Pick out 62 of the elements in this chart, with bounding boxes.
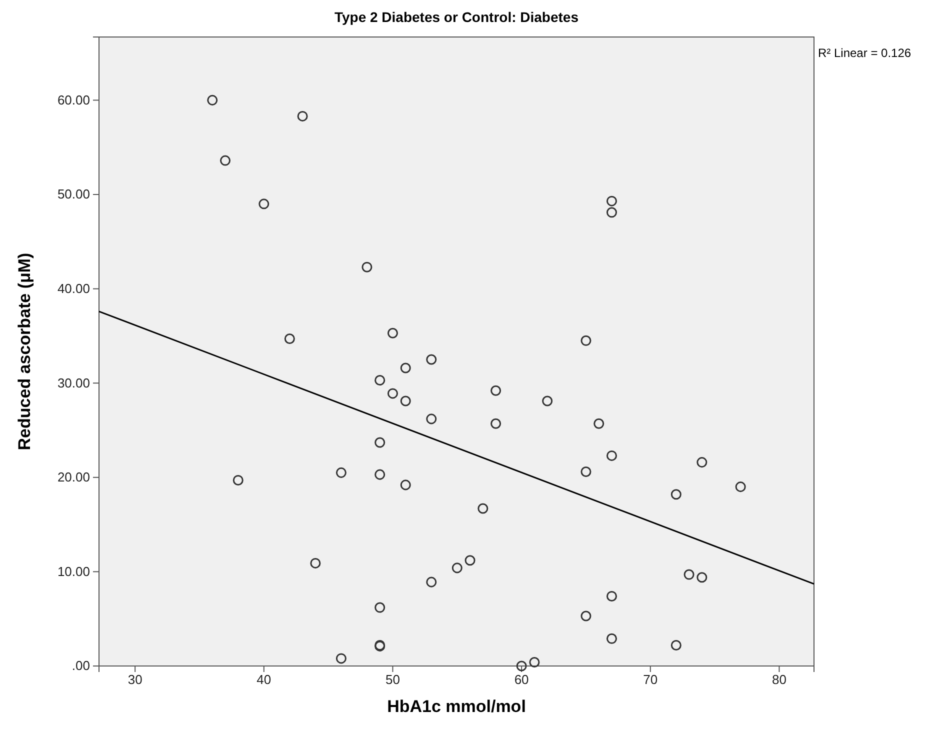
point xyxy=(387,388,398,399)
point xyxy=(735,482,746,492)
point xyxy=(258,198,270,210)
point xyxy=(490,385,502,396)
point xyxy=(580,610,592,622)
point xyxy=(478,503,488,514)
x-tick-label: 70 xyxy=(643,672,658,688)
point xyxy=(542,396,553,406)
x-tick-label: 80 xyxy=(772,672,786,688)
point xyxy=(232,474,244,486)
point xyxy=(696,457,708,468)
point xyxy=(400,480,411,490)
y-tick-label: 60.00 xyxy=(57,92,90,108)
x-tick-label: 50 xyxy=(385,672,400,688)
point xyxy=(336,467,346,478)
x-tick-label: 40 xyxy=(256,672,272,688)
point xyxy=(374,437,386,448)
point xyxy=(220,155,231,166)
y-axis-title: Reduced ascorbate (μM) xyxy=(15,252,34,450)
point xyxy=(400,362,411,374)
point xyxy=(606,196,618,206)
point xyxy=(374,602,386,613)
point xyxy=(606,207,618,218)
point xyxy=(400,396,411,406)
point xyxy=(207,94,218,106)
point xyxy=(426,576,437,588)
point xyxy=(284,334,295,344)
point xyxy=(490,418,502,429)
point xyxy=(529,656,540,668)
point xyxy=(452,562,462,574)
point xyxy=(426,354,437,365)
point xyxy=(684,569,694,580)
y-tick-label: 30.00 xyxy=(57,375,90,390)
point xyxy=(606,633,618,644)
point xyxy=(670,640,682,651)
text: R² Linear = 0.126 xyxy=(818,46,912,60)
point xyxy=(580,466,592,477)
point xyxy=(606,590,618,602)
point xyxy=(336,653,346,664)
point xyxy=(387,328,398,338)
y-tick-label: 10.00 xyxy=(57,564,90,579)
x-tick-label: 30 xyxy=(128,672,142,688)
point xyxy=(374,469,386,480)
point xyxy=(606,450,618,461)
point xyxy=(516,660,527,672)
point xyxy=(594,418,604,429)
point xyxy=(464,555,476,566)
x-tick-label: 60 xyxy=(514,672,529,688)
point xyxy=(696,572,708,583)
point xyxy=(580,335,592,346)
point xyxy=(426,414,437,424)
point xyxy=(670,489,682,500)
chart-title: Type 2 Diabetes or Control: Diabetes xyxy=(334,9,579,25)
x-axis-title: HbA1c mmol/mol xyxy=(387,697,526,716)
y-tick-label: 40.00 xyxy=(57,280,90,296)
point xyxy=(362,262,372,272)
y-tick-label: 20.00 xyxy=(57,470,90,485)
y-tick-label: 50.00 xyxy=(57,186,90,202)
point xyxy=(297,110,308,122)
point xyxy=(374,375,386,386)
point xyxy=(310,558,321,568)
y-tick-label: .00 xyxy=(72,658,90,674)
